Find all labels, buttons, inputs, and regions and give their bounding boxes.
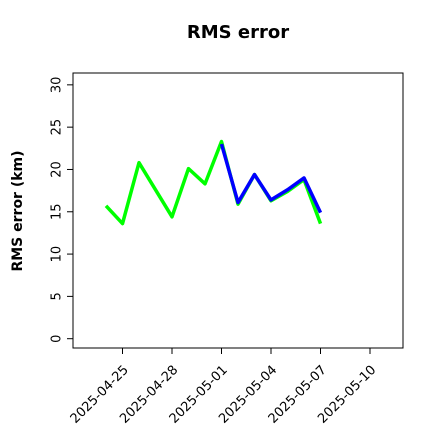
y-axis-label: RMS error (km) (10, 150, 26, 271)
chart-title: RMS error (187, 22, 289, 43)
y-tick-label: 15 (50, 203, 65, 220)
plot-frame (72, 72, 404, 349)
y-tick-label: 5 (50, 292, 65, 300)
y-tick-label: 20 (50, 161, 65, 178)
y-tick-label: 10 (50, 246, 65, 263)
y-tick-label: 30 (50, 77, 65, 94)
y-tick-label: 25 (50, 119, 65, 136)
line-series (219, 143, 323, 214)
y-tick-label: 0 (50, 335, 65, 343)
